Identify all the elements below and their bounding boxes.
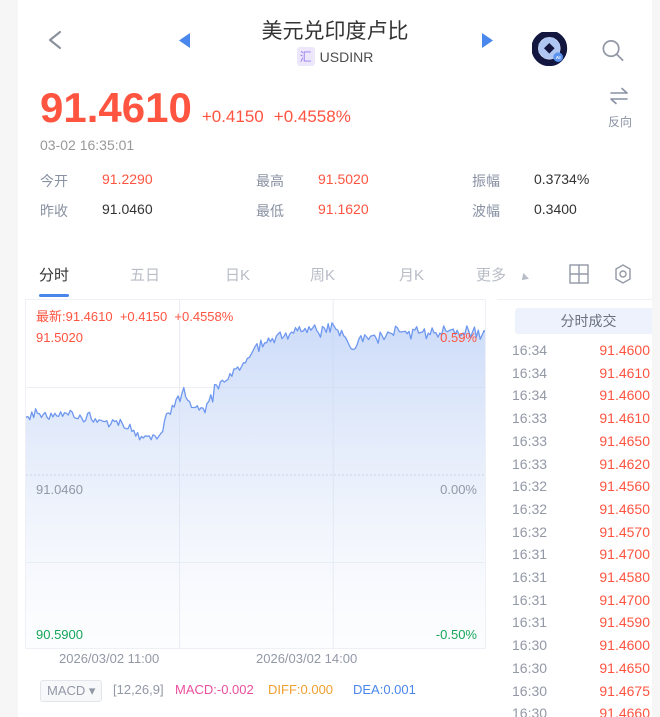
svg-text:AI: AI [556,55,561,61]
